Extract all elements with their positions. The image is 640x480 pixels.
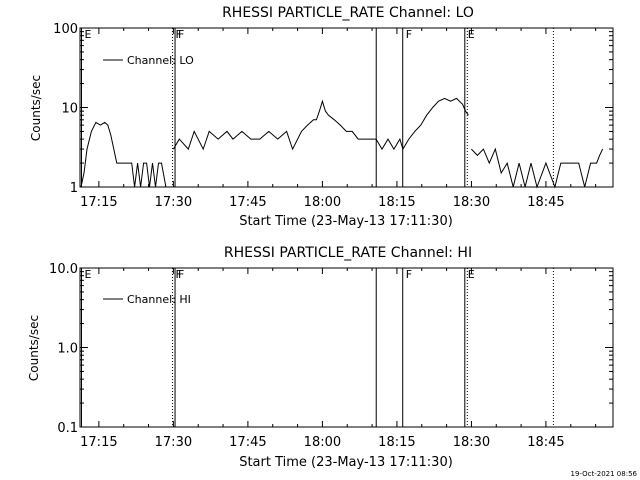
- x-tick-label: 17:15: [80, 195, 117, 210]
- lo-chart-title: RHESSI PARTICLE_RATE Channel: LO: [222, 5, 474, 21]
- lo-channel-panel: RHESSI PARTICLE_RATE Channel: LO Counts/…: [29, 5, 614, 229]
- hi-legend-label: Channel: HI: [127, 293, 191, 306]
- series-line: [375, 97, 469, 151]
- event-marker-label: E: [84, 28, 91, 41]
- series-line: [471, 147, 604, 189]
- y-tick-label: 10.0: [49, 262, 78, 277]
- hi-markers: E FF F E: [80, 268, 554, 427]
- y-tick-label: 0.1: [57, 421, 78, 436]
- x-tick-label: 17:30: [155, 435, 192, 450]
- x-tick-label: 18:00: [304, 435, 341, 450]
- lo-legend-label: Channel: LO: [127, 54, 194, 67]
- event-marker-label: F: [406, 268, 412, 281]
- lo-ticks: 17:15 17:30 17:45 18:00 18:15 18:30 18:45 1 10 10…: [53, 22, 613, 210]
- hi-channel-panel: RHESSI PARTICLE_RATE Channel: HI Counts/…: [27, 245, 614, 470]
- x-tick-label: 18:45: [527, 435, 564, 450]
- event-marker-label: E: [468, 28, 475, 41]
- event-marker-label: F: [176, 28, 182, 41]
- y-tick-label: 10: [61, 102, 78, 117]
- x-tick-label: 18:30: [453, 435, 490, 450]
- lo-x-axis-label: Start Time (23-May-13 17:11:30): [239, 214, 453, 229]
- x-tick-label: 18:15: [378, 195, 415, 210]
- event-marker-label: E: [468, 268, 475, 281]
- hi-y-axis-label: Counts/sec: [27, 315, 41, 381]
- hi-plot-frame: [79, 267, 614, 428]
- x-tick-label: 17:45: [229, 195, 266, 210]
- hi-x-axis-label: Start Time (23-May-13 17:11:30): [239, 455, 453, 470]
- event-marker-label: F: [176, 268, 182, 281]
- event-marker-label: F: [178, 268, 184, 281]
- lo-y-axis-label: Counts/sec: [29, 75, 43, 141]
- x-tick-label: 18:30: [453, 195, 490, 210]
- y-tick-label: 100: [53, 22, 78, 37]
- lo-series: [80, 97, 604, 189]
- series-line: [80, 121, 168, 188]
- x-tick-label: 18:45: [527, 195, 564, 210]
- hi-ticks: 17:15 17:30 17:45 18:00 18:15 18:30 18:45 0.1 1.…: [49, 262, 613, 450]
- x-tick-label: 17:45: [229, 435, 266, 450]
- x-tick-label: 17:30: [155, 195, 192, 210]
- lo-markers: E FF F E: [80, 28, 554, 187]
- y-tick-label: 1: [70, 181, 78, 196]
- event-marker-label: F: [178, 28, 184, 41]
- event-marker-label: F: [406, 28, 412, 41]
- y-tick-label: 1.0: [57, 342, 78, 357]
- series-line: [172, 99, 377, 151]
- hi-chart-title: RHESSI PARTICLE_RATE Channel: HI: [224, 245, 472, 261]
- x-tick-label: 18:00: [304, 195, 341, 210]
- x-tick-label: 17:15: [80, 435, 117, 450]
- x-tick-label: 18:15: [378, 435, 415, 450]
- event-marker-label: E: [84, 268, 91, 281]
- generation-timestamp: 19-Oct-2021 08:56: [571, 470, 638, 478]
